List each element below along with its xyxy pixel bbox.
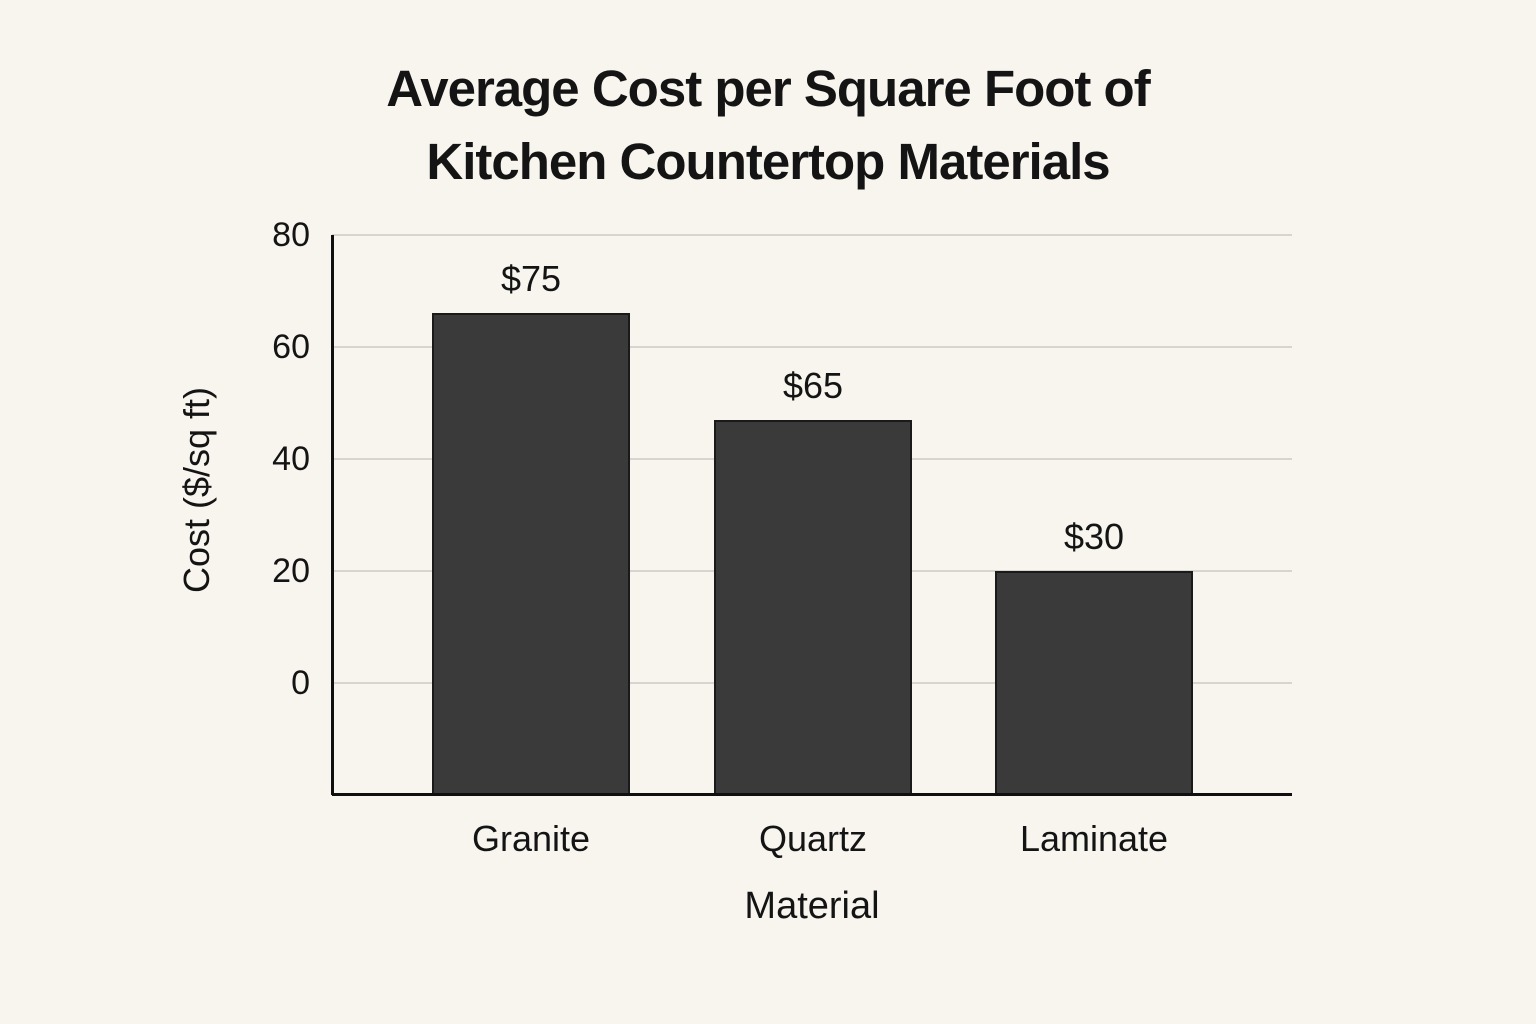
x-axis-line xyxy=(332,793,1292,796)
gridline-60 xyxy=(332,346,1292,348)
chart-title-line2: Kitchen Countertop Materials xyxy=(426,133,1110,190)
value-label-laminate: $30 xyxy=(1063,516,1125,557)
y-tick-label-40: 40 xyxy=(272,440,310,478)
bar-quartz xyxy=(714,419,912,795)
y-tick-label-80: 80 xyxy=(272,216,310,254)
y-axis-line xyxy=(331,235,334,795)
bar-granite xyxy=(432,313,630,795)
chart-title-line1: Average Cost per Square Foot of xyxy=(386,60,1150,117)
y-tick-label-20: 20 xyxy=(272,552,310,590)
value-label-granite: $75 xyxy=(500,258,562,300)
y-tick-label-0: 0 xyxy=(291,664,310,702)
x-axis-title: Material xyxy=(744,885,880,927)
x-tick-label-granite: Granite xyxy=(471,818,591,859)
gridline-80 xyxy=(332,234,1292,236)
value-label-quartz: $65 xyxy=(782,364,844,406)
y-tick-label-60: 60 xyxy=(272,328,310,366)
chart-title: Average Cost per Square Foot of Kitchen … xyxy=(0,52,1536,198)
x-tick-label-quartz: Quartz xyxy=(758,818,868,859)
plot-area: Cost ($/sq ft) Material 0 20 40 60 80 $75 Gran… xyxy=(176,218,1292,927)
bar-laminate xyxy=(995,571,1193,795)
x-tick-label-laminate: Laminate xyxy=(1019,818,1169,859)
